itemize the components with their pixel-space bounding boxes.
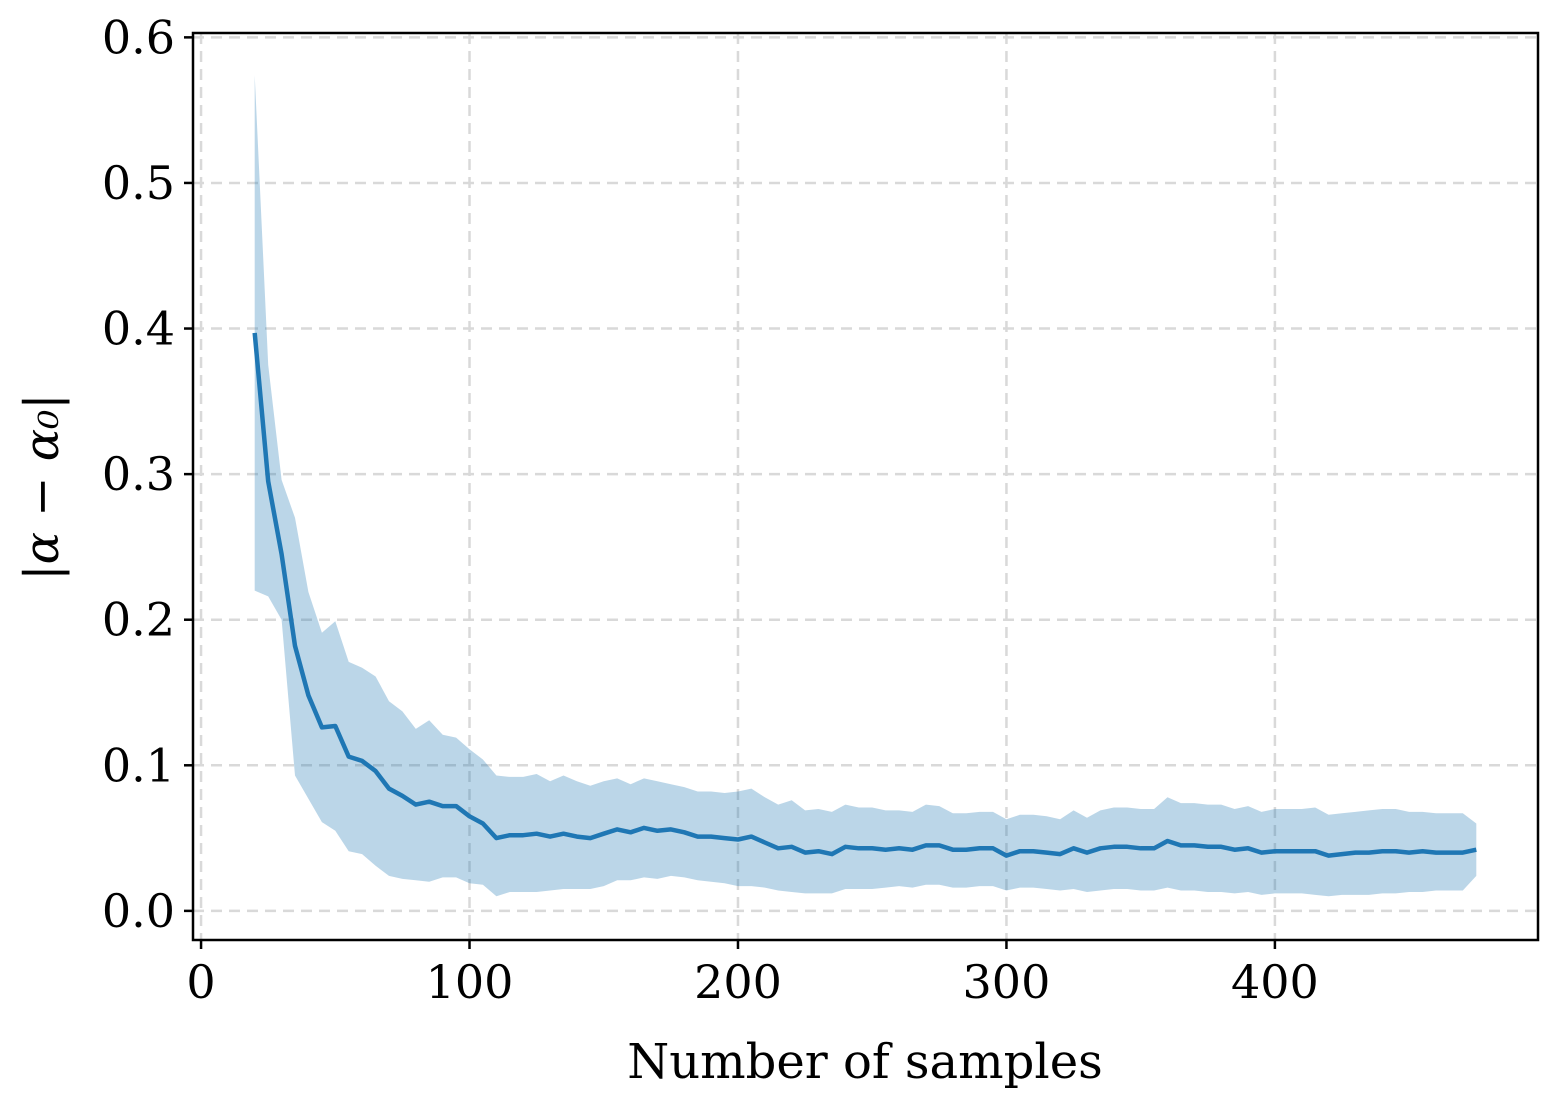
y-tick-label: 0.5 (102, 156, 175, 210)
y-axis-label: |α − α₀| (14, 393, 70, 580)
grid (193, 33, 1538, 940)
confidence-band (254, 75, 1477, 897)
y-tick-label: 0.0 (102, 884, 175, 938)
series-line (252, 332, 1477, 858)
y-tick-label: 0.4 (102, 302, 175, 356)
plot-frame (191, 31, 1540, 942)
x-tick-label: 200 (694, 955, 782, 1009)
x-tick-label: 400 (1231, 955, 1319, 1009)
x-axis-ticks: 0 100 200 300 400 (186, 940, 1319, 1009)
x-axis-label: Number of samples (627, 1034, 1103, 1090)
y-tick-label: 0.1 (102, 738, 175, 792)
x-tick-label: 100 (426, 955, 514, 1009)
y-tick-label: 0.6 (102, 10, 175, 64)
y-tick-label: 0.3 (102, 447, 175, 501)
y-axis-ticks: 0.0 0.1 0.2 0.3 0.4 0.5 0.6 (102, 10, 193, 938)
x-tick-label: 300 (963, 955, 1051, 1009)
confidence-band-layer (254, 75, 1477, 897)
y-tick-label: 0.2 (102, 593, 175, 647)
x-tick-label: 0 (186, 955, 215, 1009)
series-line-layer (252, 332, 1477, 858)
